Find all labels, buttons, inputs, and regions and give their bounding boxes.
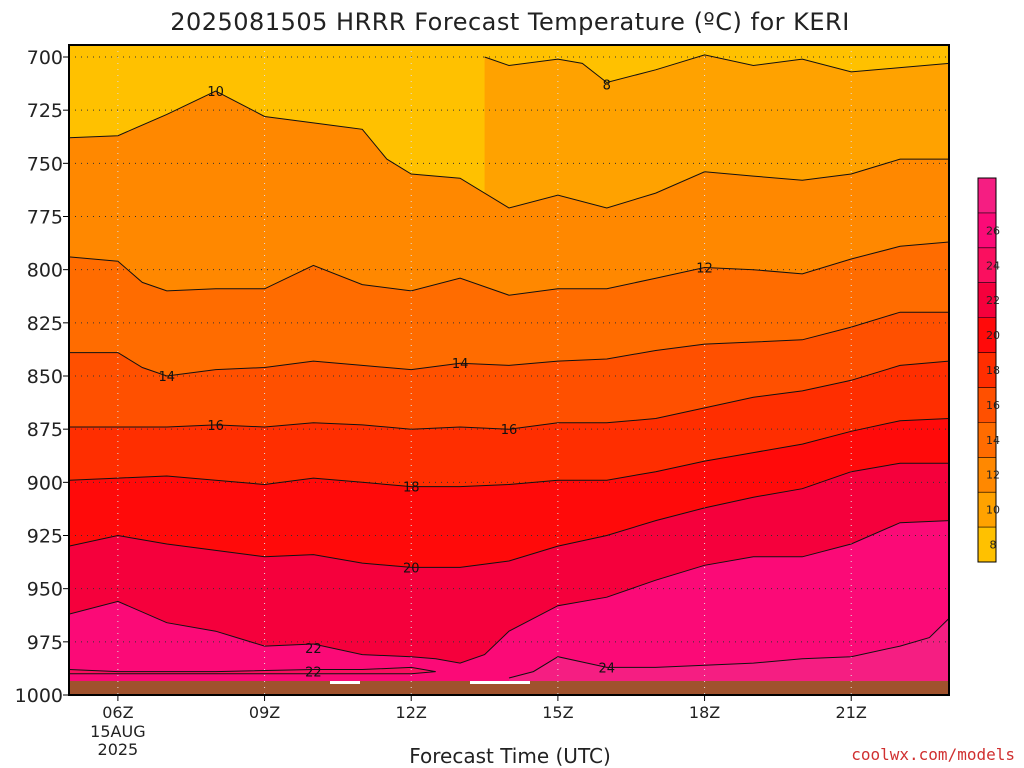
colorbar-tick-label: 10: [986, 504, 1000, 517]
x-tick-label: 12Z: [396, 703, 427, 722]
band-fill: [69, 667, 436, 674]
contour-line: [69, 666, 436, 675]
contour-line: [69, 418, 949, 488]
contour-label: 18: [403, 481, 420, 496]
colorbar-tick-label: 8: [990, 539, 997, 552]
x-tick-label: 18Z: [689, 703, 720, 722]
y-tick-label: 900: [27, 472, 63, 494]
y-tick-label: 700: [27, 47, 63, 69]
contour-label: 14: [159, 370, 176, 385]
contour-label: 16: [207, 419, 224, 434]
colorbar-tick-label: 22: [986, 294, 1000, 307]
surface-notch: [470, 681, 530, 684]
contour-label: 22: [305, 642, 322, 657]
y-tick-label: 725: [27, 100, 63, 122]
contour-line: [508, 618, 949, 679]
y-tick-label: 950: [27, 579, 63, 601]
y-axis-ticks: 700 725 750 775 800 825 850 875 900 925 950 975 1000: [15, 47, 69, 707]
ground-fill: [69, 681, 949, 695]
colorbar-segment: [978, 457, 996, 493]
x-tick-sublabel: 15AUG: [90, 722, 145, 741]
colorbar-tick-label: 14: [986, 434, 1000, 447]
y-tick-label: 925: [27, 526, 63, 548]
colorbar-tick-label: 26: [986, 224, 1000, 237]
colorbar-segment: [978, 527, 996, 563]
colorbar-segment: [978, 317, 996, 354]
band-fill: [69, 520, 949, 695]
band-fill: [509, 618, 949, 695]
contour-line: [484, 54, 949, 84]
contour-label: 8: [603, 79, 611, 94]
contour-label: 20: [403, 561, 420, 576]
y-tick-label: 800: [27, 260, 63, 282]
colorbar-segment: [978, 178, 996, 214]
colorbar-segment: [978, 282, 996, 319]
contour-label: 16: [501, 423, 518, 438]
contour-label: 12: [696, 262, 713, 277]
x-tick-label: 09Z: [249, 703, 280, 722]
contour-line: [69, 520, 949, 664]
x-tick-label: 15Z: [542, 703, 573, 722]
contour-line: [69, 311, 949, 377]
contour-line: [69, 462, 949, 568]
colorbar-segment: [978, 247, 996, 284]
temperature-fills: [69, 45, 949, 695]
x-tick-label: 21Z: [836, 703, 867, 722]
colorbar-segment: [978, 422, 996, 458]
contour-label: 10: [207, 85, 224, 100]
ground-layer: [69, 681, 949, 695]
colorbar-tick-label: 24: [986, 259, 1000, 272]
contour-lines: [69, 54, 949, 679]
colorbar-segment: [978, 352, 996, 388]
x-tick-sublabel: 2025: [98, 740, 139, 759]
contour-line: [69, 90, 949, 209]
contour-labels: 8 10 12 14 14 16 16 18 20 22 22 24: [159, 79, 713, 681]
colorbar: 8 10 12 14 16 18 20 22 24 26: [977, 177, 1000, 563]
contour-label: 14: [452, 357, 469, 372]
x-axis-label: Forecast Time (UTC): [409, 744, 611, 768]
y-tick-label: 1000: [15, 685, 63, 707]
y-tick-label: 975: [27, 632, 63, 654]
colorbar-tick-label: 12: [986, 469, 1000, 482]
contour-line: [69, 360, 949, 430]
plot-frame: [68, 44, 950, 696]
colorbar-segment: [978, 212, 996, 249]
surface-notch: [330, 681, 360, 684]
contour-label: 22: [305, 666, 322, 681]
colorbar-tick-label: 16: [986, 399, 1000, 412]
contour-line: [69, 241, 949, 296]
colorbar-segment: [978, 492, 996, 528]
x-tick-label: 06Z: [102, 703, 133, 722]
colorbar-tick-label: 18: [986, 364, 1000, 377]
colorbar-tick-label: 20: [986, 329, 1000, 342]
colorbar-frame: [977, 177, 997, 563]
y-tick-label: 750: [27, 153, 63, 175]
y-tick-label: 850: [27, 366, 63, 388]
plot-area: [69, 45, 949, 695]
y-tick-label: 775: [27, 207, 63, 229]
y-tick-label: 825: [27, 313, 63, 335]
colorbar-segment: [978, 387, 996, 423]
chart-title: 2025081505 HRRR Forecast Temperature (ºC…: [170, 8, 850, 36]
credit-link[interactable]: coolwx.com/models: [851, 745, 1015, 764]
contour-label: 24: [599, 661, 616, 676]
y-tick-label: 875: [27, 419, 63, 441]
